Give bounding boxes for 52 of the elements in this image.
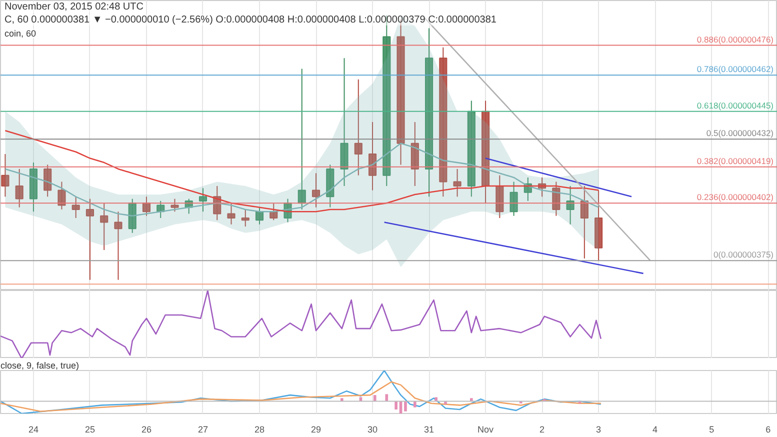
bar xyxy=(404,401,407,412)
candlestick xyxy=(510,181,518,216)
ref-line-label: 0(0.000000375) xyxy=(713,250,774,260)
candlestick xyxy=(44,164,52,198)
candlestick xyxy=(453,168,462,198)
candlestick xyxy=(142,196,151,216)
candlestick xyxy=(580,186,588,260)
x-tick-label: 28 xyxy=(254,424,265,434)
x-tick-label: 2 xyxy=(540,424,545,434)
candlestick xyxy=(58,181,66,210)
x-tick-label: 27 xyxy=(198,424,208,434)
candlestick xyxy=(227,202,236,225)
x-tick-label: 24 xyxy=(28,424,38,434)
x-tick-label: 3 xyxy=(596,424,602,434)
ref-line-label: 0.236(0.000000402) xyxy=(696,192,774,202)
bar xyxy=(434,397,438,402)
x-tick-label: 25 xyxy=(84,424,95,434)
candlestick xyxy=(241,208,250,228)
chart-title: November 03, 2015 02:48 UTC xyxy=(4,2,144,12)
ref-line-label: 0.382(0.000000419) xyxy=(696,156,774,166)
candlestick xyxy=(1,154,10,198)
x-tick-label: 29 xyxy=(311,424,322,434)
ref-line-label: 0.5(0.000000432) xyxy=(706,128,774,138)
bar xyxy=(413,401,416,408)
candlestick xyxy=(72,196,80,218)
candlestick xyxy=(170,198,179,212)
text: C, 60 0.000000381 ▼ −0.000000010 (−2.56%) O:0.000000408 H:0.000000408 L:0.000000379 C:0.000000381 xyxy=(4,14,497,26)
candlestick xyxy=(312,172,320,208)
x-tick-label: Nov xyxy=(478,424,494,434)
candlestick xyxy=(86,198,94,280)
candlestick xyxy=(114,211,122,280)
candlestick xyxy=(198,188,208,212)
bar xyxy=(444,401,447,404)
ref-line-label: 0.886(0.000000476) xyxy=(696,34,774,44)
x-tick-label: 31 xyxy=(424,424,434,434)
ref-line-label: 0.618(0.000000445) xyxy=(696,100,774,110)
bar xyxy=(394,401,398,410)
x-tick-label: 30 xyxy=(368,424,378,434)
annotation: coin, 60 xyxy=(4,28,36,38)
candlestick xyxy=(15,168,24,208)
candlestick xyxy=(100,202,108,250)
ref-line-label: 0.786(0.000000462) xyxy=(696,64,774,74)
x-tick-label: 26 xyxy=(141,424,152,434)
chart-title: close, 9, false, true) xyxy=(0,360,80,370)
x-tick-label: 6 xyxy=(766,424,771,434)
bar xyxy=(373,395,376,402)
x-tick-label: 4 xyxy=(652,424,658,434)
candlestick xyxy=(354,78,362,176)
candlestick xyxy=(298,68,306,210)
candlestick xyxy=(552,181,560,216)
x-tick-label: 5 xyxy=(709,424,714,434)
bar xyxy=(385,394,388,402)
